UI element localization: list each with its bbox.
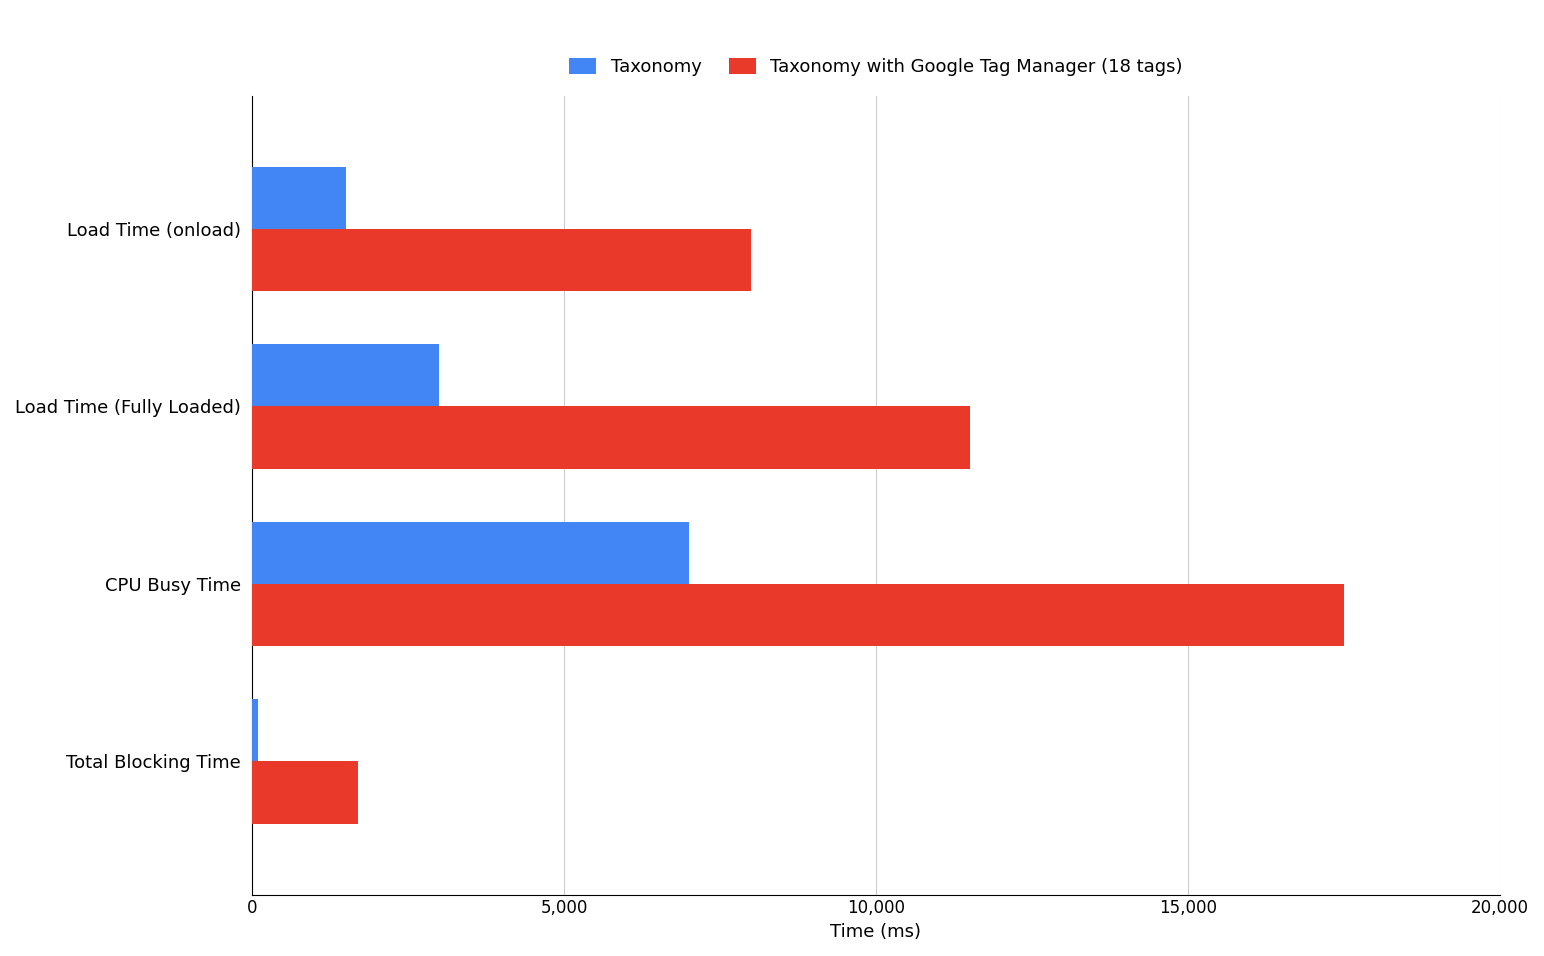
X-axis label: Time (ms): Time (ms): [831, 923, 922, 941]
Bar: [252, 228, 752, 291]
Bar: [252, 522, 689, 584]
Bar: [252, 761, 358, 823]
Bar: [252, 699, 258, 761]
Legend: Taxonomy, Taxonomy with Google Tag Manager (18 tags): Taxonomy, Taxonomy with Google Tag Manag…: [560, 49, 1192, 85]
Bar: [252, 166, 346, 228]
Bar: [252, 344, 438, 406]
Bar: [252, 406, 970, 468]
Bar: [252, 584, 1343, 646]
